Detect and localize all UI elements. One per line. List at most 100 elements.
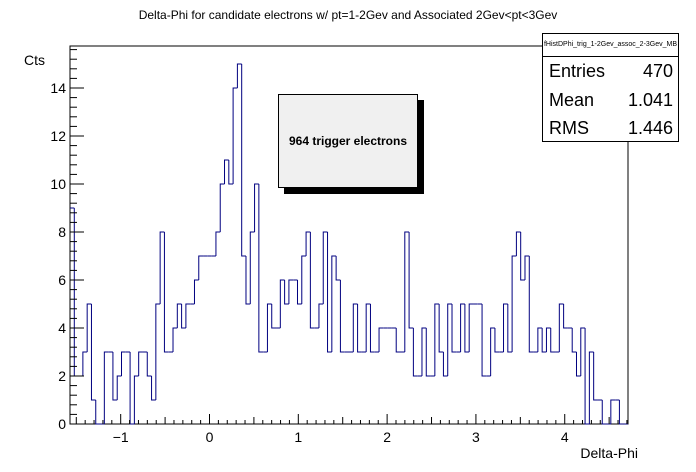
histogram-bin (503, 303, 508, 352)
x-axis-label: Delta-Phi (580, 445, 638, 461)
x-tick-label: 3 (472, 429, 480, 445)
histogram-bin (580, 327, 586, 376)
histogram-bin (159, 231, 165, 304)
stats-entries-label: Entries (549, 61, 606, 81)
histogram-bin (545, 327, 551, 352)
histogram-bin (309, 232, 315, 329)
histogram-bin (524, 255, 530, 280)
stats-rms-value: 1.446 (627, 118, 673, 138)
histogram-bin (369, 304, 375, 353)
histogram-bin (301, 255, 307, 304)
stats-row-entries: Entries 470 (543, 57, 678, 86)
histogram-bin (378, 327, 384, 352)
histogram-bin (447, 303, 453, 376)
histogram-bin (198, 255, 204, 280)
histogram-bin (219, 183, 225, 232)
histogram-bin (121, 351, 126, 376)
plot-frame (69, 45, 629, 425)
x-tick-label: 4 (561, 429, 569, 445)
histogram-bin (185, 303, 191, 328)
stats-title: fHistDPhi_trig_1-2Gev_assoc_2-3Gev_MB (543, 34, 678, 57)
histogram-bin (249, 231, 255, 304)
histogram-bin (541, 328, 547, 353)
histogram-bin (563, 304, 568, 329)
histogram-bin (558, 303, 564, 352)
histogram-bin (601, 400, 607, 425)
histogram-bin (588, 351, 594, 424)
y-tick-label: 12 (50, 128, 66, 144)
histogram-bin (593, 352, 598, 401)
histogram-bin (254, 183, 259, 232)
y-tick-label: 10 (50, 176, 66, 192)
histogram-bin (490, 327, 495, 376)
histogram-bin (335, 256, 341, 281)
histogram-bin (460, 303, 465, 352)
histogram-bin (425, 328, 431, 377)
histogram-bin (163, 232, 169, 353)
histogram-bin (129, 352, 135, 425)
histogram-bin (610, 399, 616, 424)
y-tick-label: 8 (58, 224, 66, 240)
histogram-bin (73, 208, 79, 377)
histogram-bin (511, 255, 517, 352)
histogram-bin (584, 328, 590, 425)
histogram-bin (266, 303, 272, 352)
histogram-bin (82, 351, 88, 376)
histogram-bin (421, 327, 427, 376)
histogram-bin (116, 375, 122, 400)
x-tick-label: −1 (113, 429, 129, 445)
histogram-bin (181, 304, 186, 329)
chart-title: Delta-Phi for candidate electrons w/ pt=… (138, 8, 558, 22)
histogram-bin (507, 304, 513, 353)
histogram-bin (279, 279, 285, 328)
stats-rms-label: RMS (549, 118, 589, 138)
stats-row-rms: RMS 1.446 (543, 114, 678, 143)
histogram-bin (151, 376, 156, 401)
histogram-bin (232, 87, 238, 184)
histogram-bin (155, 303, 161, 400)
x-tick-label: 0 (206, 429, 214, 445)
y-tick-label: 2 (58, 368, 66, 384)
histogram-bin (228, 160, 234, 185)
stats-box: fHistDPhi_trig_1-2Gev_assoc_2-3Gev_MB En… (542, 33, 679, 142)
histogram-bin (146, 352, 152, 377)
y-tick-label: 6 (58, 272, 66, 288)
histogram-bin (305, 231, 311, 256)
histogram-bin (331, 255, 337, 352)
histogram-bin (412, 328, 418, 377)
histogram-bin (236, 63, 242, 88)
histogram-bin (103, 351, 109, 424)
histogram-bin (434, 303, 440, 376)
histogram-bin (288, 279, 294, 304)
histogram-bin (365, 303, 371, 352)
histogram-bin (245, 256, 251, 305)
histogram-bin (327, 232, 332, 353)
histogram-bin (271, 304, 277, 329)
y-tick-label: 0 (58, 416, 66, 432)
y-tick-label: 14 (50, 80, 66, 96)
histogram-bin (112, 352, 118, 401)
histogram-bin (395, 328, 401, 353)
y-tick-label: 4 (58, 320, 66, 336)
x-tick-label: 1 (294, 429, 302, 445)
histogram-bin (86, 303, 92, 352)
stats-row-mean: Mean 1.041 (543, 86, 678, 115)
histogram-bin (357, 304, 362, 353)
histogram-bin (193, 279, 199, 304)
histogram-bin (481, 304, 487, 377)
histogram-bin (352, 303, 358, 352)
stats-mean-label: Mean (549, 89, 595, 110)
histogram-bin (258, 184, 264, 353)
histogram-bin (575, 352, 581, 377)
histogram-bin (172, 327, 178, 352)
histogram-bin (296, 280, 302, 305)
x-tick-label: 2 (383, 429, 391, 445)
histogram-bin (95, 400, 101, 425)
histogram-bin (133, 375, 139, 424)
histogram-bin (404, 231, 410, 352)
histogram-bin (339, 280, 345, 353)
histogram-bin (464, 304, 470, 353)
annotation-box: 964 trigger electrons (278, 94, 418, 188)
